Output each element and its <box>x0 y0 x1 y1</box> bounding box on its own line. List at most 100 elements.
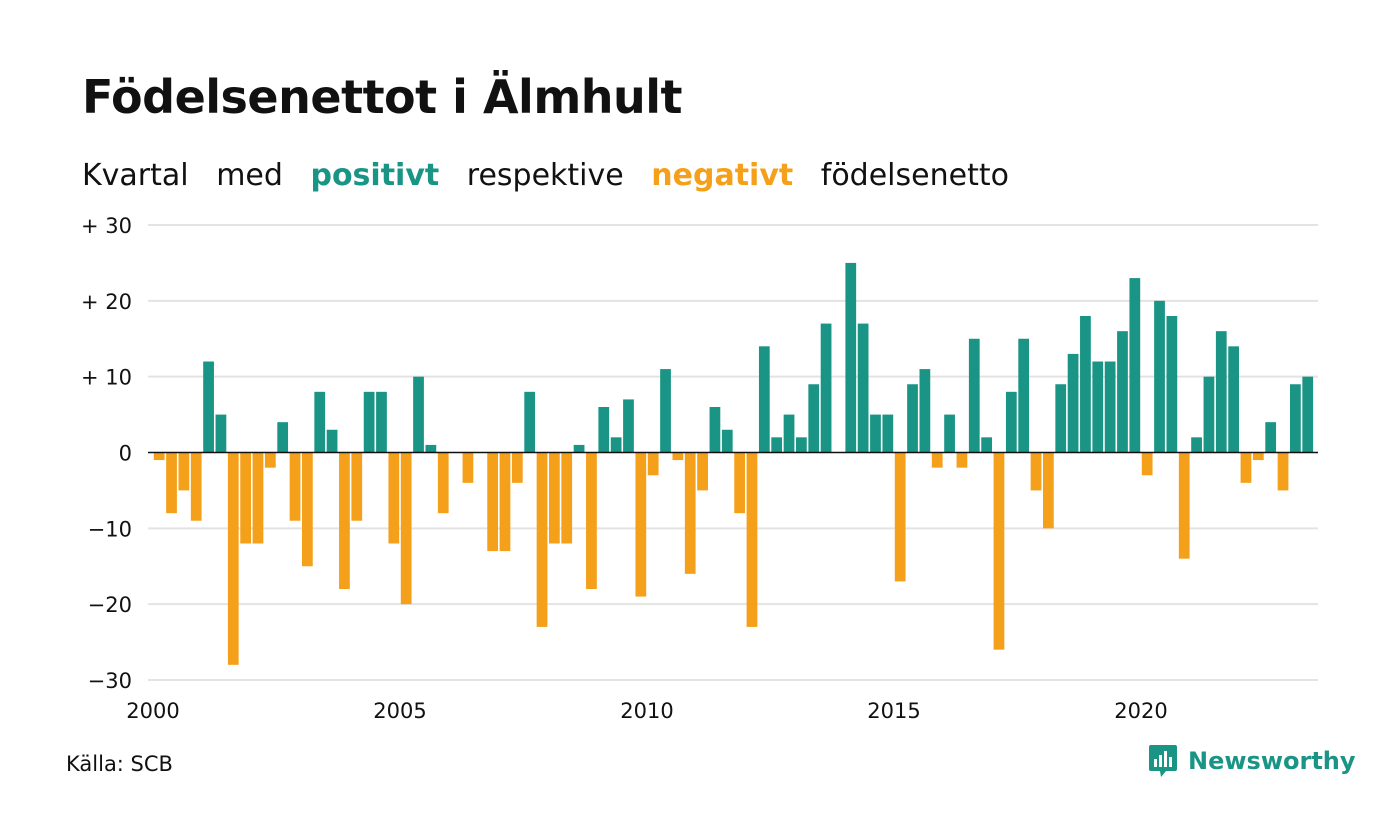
subtitle-text-4: födelsenetto <box>820 158 1009 193</box>
x-tick-label: 2015 <box>867 699 920 723</box>
brand-name: Newsworthy <box>1188 747 1356 775</box>
bar <box>524 391 536 453</box>
bar <box>1129 278 1141 453</box>
bar <box>561 452 573 544</box>
bar <box>709 407 721 453</box>
source-note: Källa: SCB <box>66 752 173 776</box>
bar <box>215 414 227 453</box>
bar <box>1030 452 1042 491</box>
bar <box>1215 331 1227 453</box>
bar <box>820 323 832 453</box>
x-tick-label: 2010 <box>620 699 673 723</box>
bar <box>610 437 622 453</box>
bar <box>845 262 857 453</box>
bar <box>166 452 177 514</box>
bar <box>227 452 239 665</box>
bar <box>1228 346 1239 453</box>
bar <box>944 414 955 453</box>
y-tick-label: 0 <box>119 442 132 466</box>
bar <box>758 346 770 453</box>
bar <box>660 369 671 453</box>
bar <box>190 452 202 521</box>
bar <box>573 444 585 453</box>
subtitle-negative-label: negativt <box>651 158 794 193</box>
bar <box>882 414 894 453</box>
bar <box>672 452 684 461</box>
subtitle-text-2: med <box>216 158 283 193</box>
bar <box>598 407 610 453</box>
bar <box>647 452 659 476</box>
bar <box>153 452 165 461</box>
bar <box>326 429 338 453</box>
bar <box>1092 361 1104 453</box>
bar <box>771 437 783 453</box>
bar <box>968 338 980 453</box>
bar <box>1290 384 1301 453</box>
x-tick-label: 2000 <box>126 699 179 723</box>
y-tick-label: −20 <box>88 593 132 617</box>
bar <box>981 437 992 453</box>
chart-title: Födelsenettot i Älmhult <box>82 70 683 124</box>
bar <box>425 444 437 453</box>
bar <box>1203 376 1215 453</box>
axes: + 30 + 20 + 10 0 −10 −20 −30 2000 2005 2010 2015 20… <box>81 214 1318 723</box>
bar <box>1018 338 1030 453</box>
bar <box>734 452 745 514</box>
bar <box>1104 361 1116 453</box>
bar <box>993 452 1005 650</box>
newsworthy-logo-icon <box>1149 745 1177 777</box>
bar <box>1117 331 1128 453</box>
y-tick-label: + 10 <box>81 366 132 390</box>
bar <box>907 384 918 453</box>
bar <box>1005 391 1017 453</box>
bar <box>289 452 301 521</box>
subtitle-positive-label: positivt <box>310 158 440 193</box>
bar <box>240 452 251 544</box>
bar <box>1191 437 1202 453</box>
bar <box>511 452 523 483</box>
bar <box>1067 353 1079 453</box>
bar <box>721 429 733 453</box>
bar <box>252 452 264 544</box>
bar <box>203 361 214 453</box>
bar <box>339 452 350 589</box>
bar <box>351 452 363 521</box>
bar <box>697 452 708 491</box>
bar <box>1166 316 1178 453</box>
bar <box>1043 452 1054 529</box>
bar <box>499 452 511 552</box>
y-tick-label: + 20 <box>81 290 132 314</box>
subtitle-text-1: Kvartal <box>82 158 189 193</box>
bar <box>808 384 820 453</box>
bar <box>437 452 449 514</box>
bar <box>277 422 289 453</box>
bar <box>796 437 807 453</box>
bar <box>894 452 906 582</box>
bar <box>413 376 424 453</box>
bar <box>1055 384 1067 453</box>
bar <box>635 452 647 597</box>
bar <box>487 452 498 552</box>
bar <box>1154 300 1165 453</box>
bar <box>1252 452 1264 461</box>
bar <box>1302 376 1314 453</box>
bar <box>363 391 375 453</box>
bar <box>956 452 968 468</box>
bar <box>1265 422 1277 453</box>
bar <box>746 452 758 627</box>
subtitle-text-3: respektive <box>466 158 624 193</box>
y-tick-label: + 30 <box>81 214 132 238</box>
bar <box>919 369 931 453</box>
bar <box>1178 452 1190 559</box>
bar <box>376 391 387 453</box>
bar <box>684 452 696 574</box>
bar <box>264 452 276 468</box>
bar <box>178 452 190 491</box>
bar <box>870 414 881 453</box>
chart-subtitle: Kvartal med positivt respektive negativt… <box>82 158 1027 193</box>
bar <box>857 323 869 453</box>
bar <box>388 452 400 544</box>
bar <box>302 452 313 567</box>
bar <box>1141 452 1153 476</box>
